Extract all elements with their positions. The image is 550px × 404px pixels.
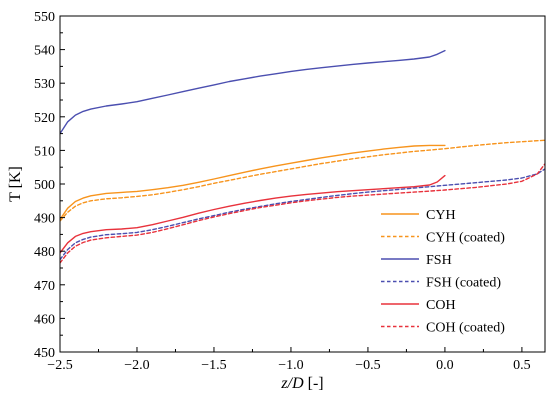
y-tick-label: 480 [34,245,55,260]
series-line-3 [60,168,545,261]
series-line-5 [60,163,545,264]
x-axis-label-variable: z/D [280,375,304,392]
x-tick-label: 0.0 [436,358,454,373]
legend-label-3: FSH (coated) [426,276,501,291]
y-tick-label: 540 [34,44,55,59]
legend-label-5: COH (coated) [426,321,505,336]
legend-label-4: COH [426,298,456,313]
y-tick-label: 500 [34,178,55,193]
legend: CYH CYH (coated) FSH FSH (coated) COH COH (co… [381,208,505,336]
legend-label-0: CYH [426,208,456,223]
legend-label-2: FSH [426,253,452,268]
legend-label-1: CYH (coated) [426,231,505,246]
plot-area [60,49,545,264]
y-tick-label: 530 [34,77,55,92]
x-tick-label: −1.0 [278,358,303,373]
y-tick-label: 470 [34,279,55,294]
y-tick-label: 510 [34,144,55,159]
x-tick-label: −2.5 [47,358,72,373]
x-tick-label: −0.5 [355,358,380,373]
y-tick-label: 450 [34,346,55,361]
series-line-1 [60,139,545,222]
axis-ticks: −2.5 −2.0 −1.5 −1.0 −0.5 0.0 0.5 450 460 470 480 49… [34,10,531,373]
x-axis-label-unit: [-] [304,375,324,392]
y-tick-label: 520 [34,111,55,126]
x-tick-label: −1.5 [201,358,226,373]
series-line-2 [60,49,446,135]
series-line-4 [60,174,446,254]
plot-frame [59,15,546,353]
y-tick-label: 490 [34,212,55,227]
y-axis-label: T [K] [7,166,24,202]
x-tick-label: −2.0 [124,358,149,373]
x-tick-label: 0.5 [513,358,531,373]
series-line-0 [60,144,446,221]
x-axis-label: z/D [-] [280,375,323,392]
y-tick-label: 550 [34,10,55,25]
y-tick-label: 460 [34,312,55,327]
